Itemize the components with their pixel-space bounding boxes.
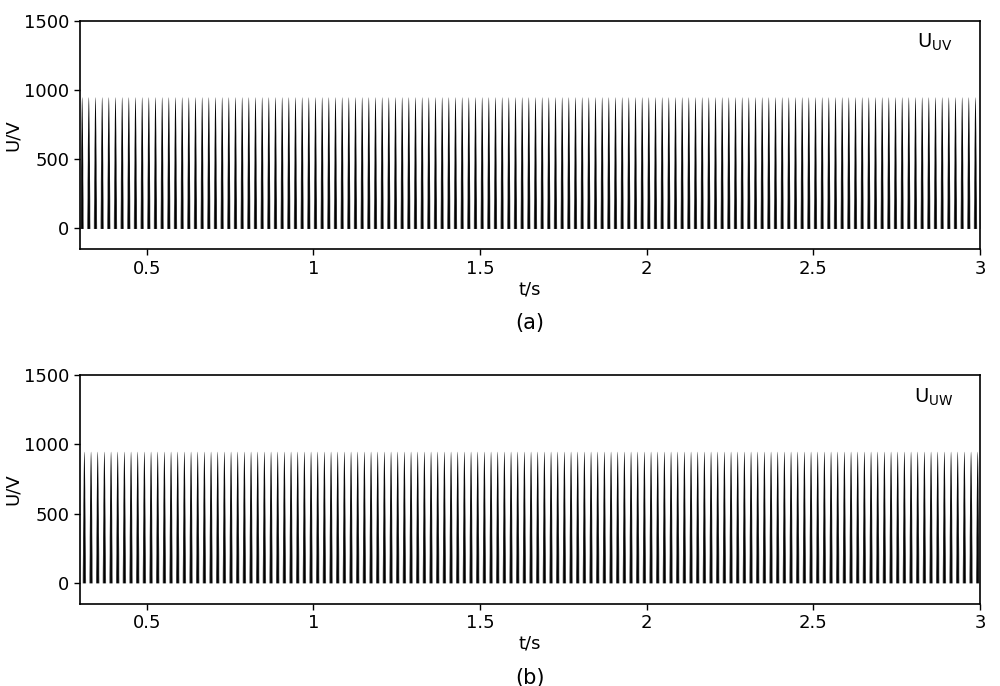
Text: (a): (a)	[516, 314, 544, 333]
Text: U$_{\mathrm{UV}}$: U$_{\mathrm{UV}}$	[917, 32, 953, 54]
Y-axis label: U/V: U/V	[3, 473, 21, 505]
X-axis label: t/s: t/s	[519, 635, 541, 653]
Y-axis label: U/V: U/V	[3, 119, 21, 151]
X-axis label: t/s: t/s	[519, 281, 541, 298]
Text: U$_{\mathrm{UW}}$: U$_{\mathrm{UW}}$	[914, 386, 953, 407]
Text: (b): (b)	[515, 667, 545, 686]
